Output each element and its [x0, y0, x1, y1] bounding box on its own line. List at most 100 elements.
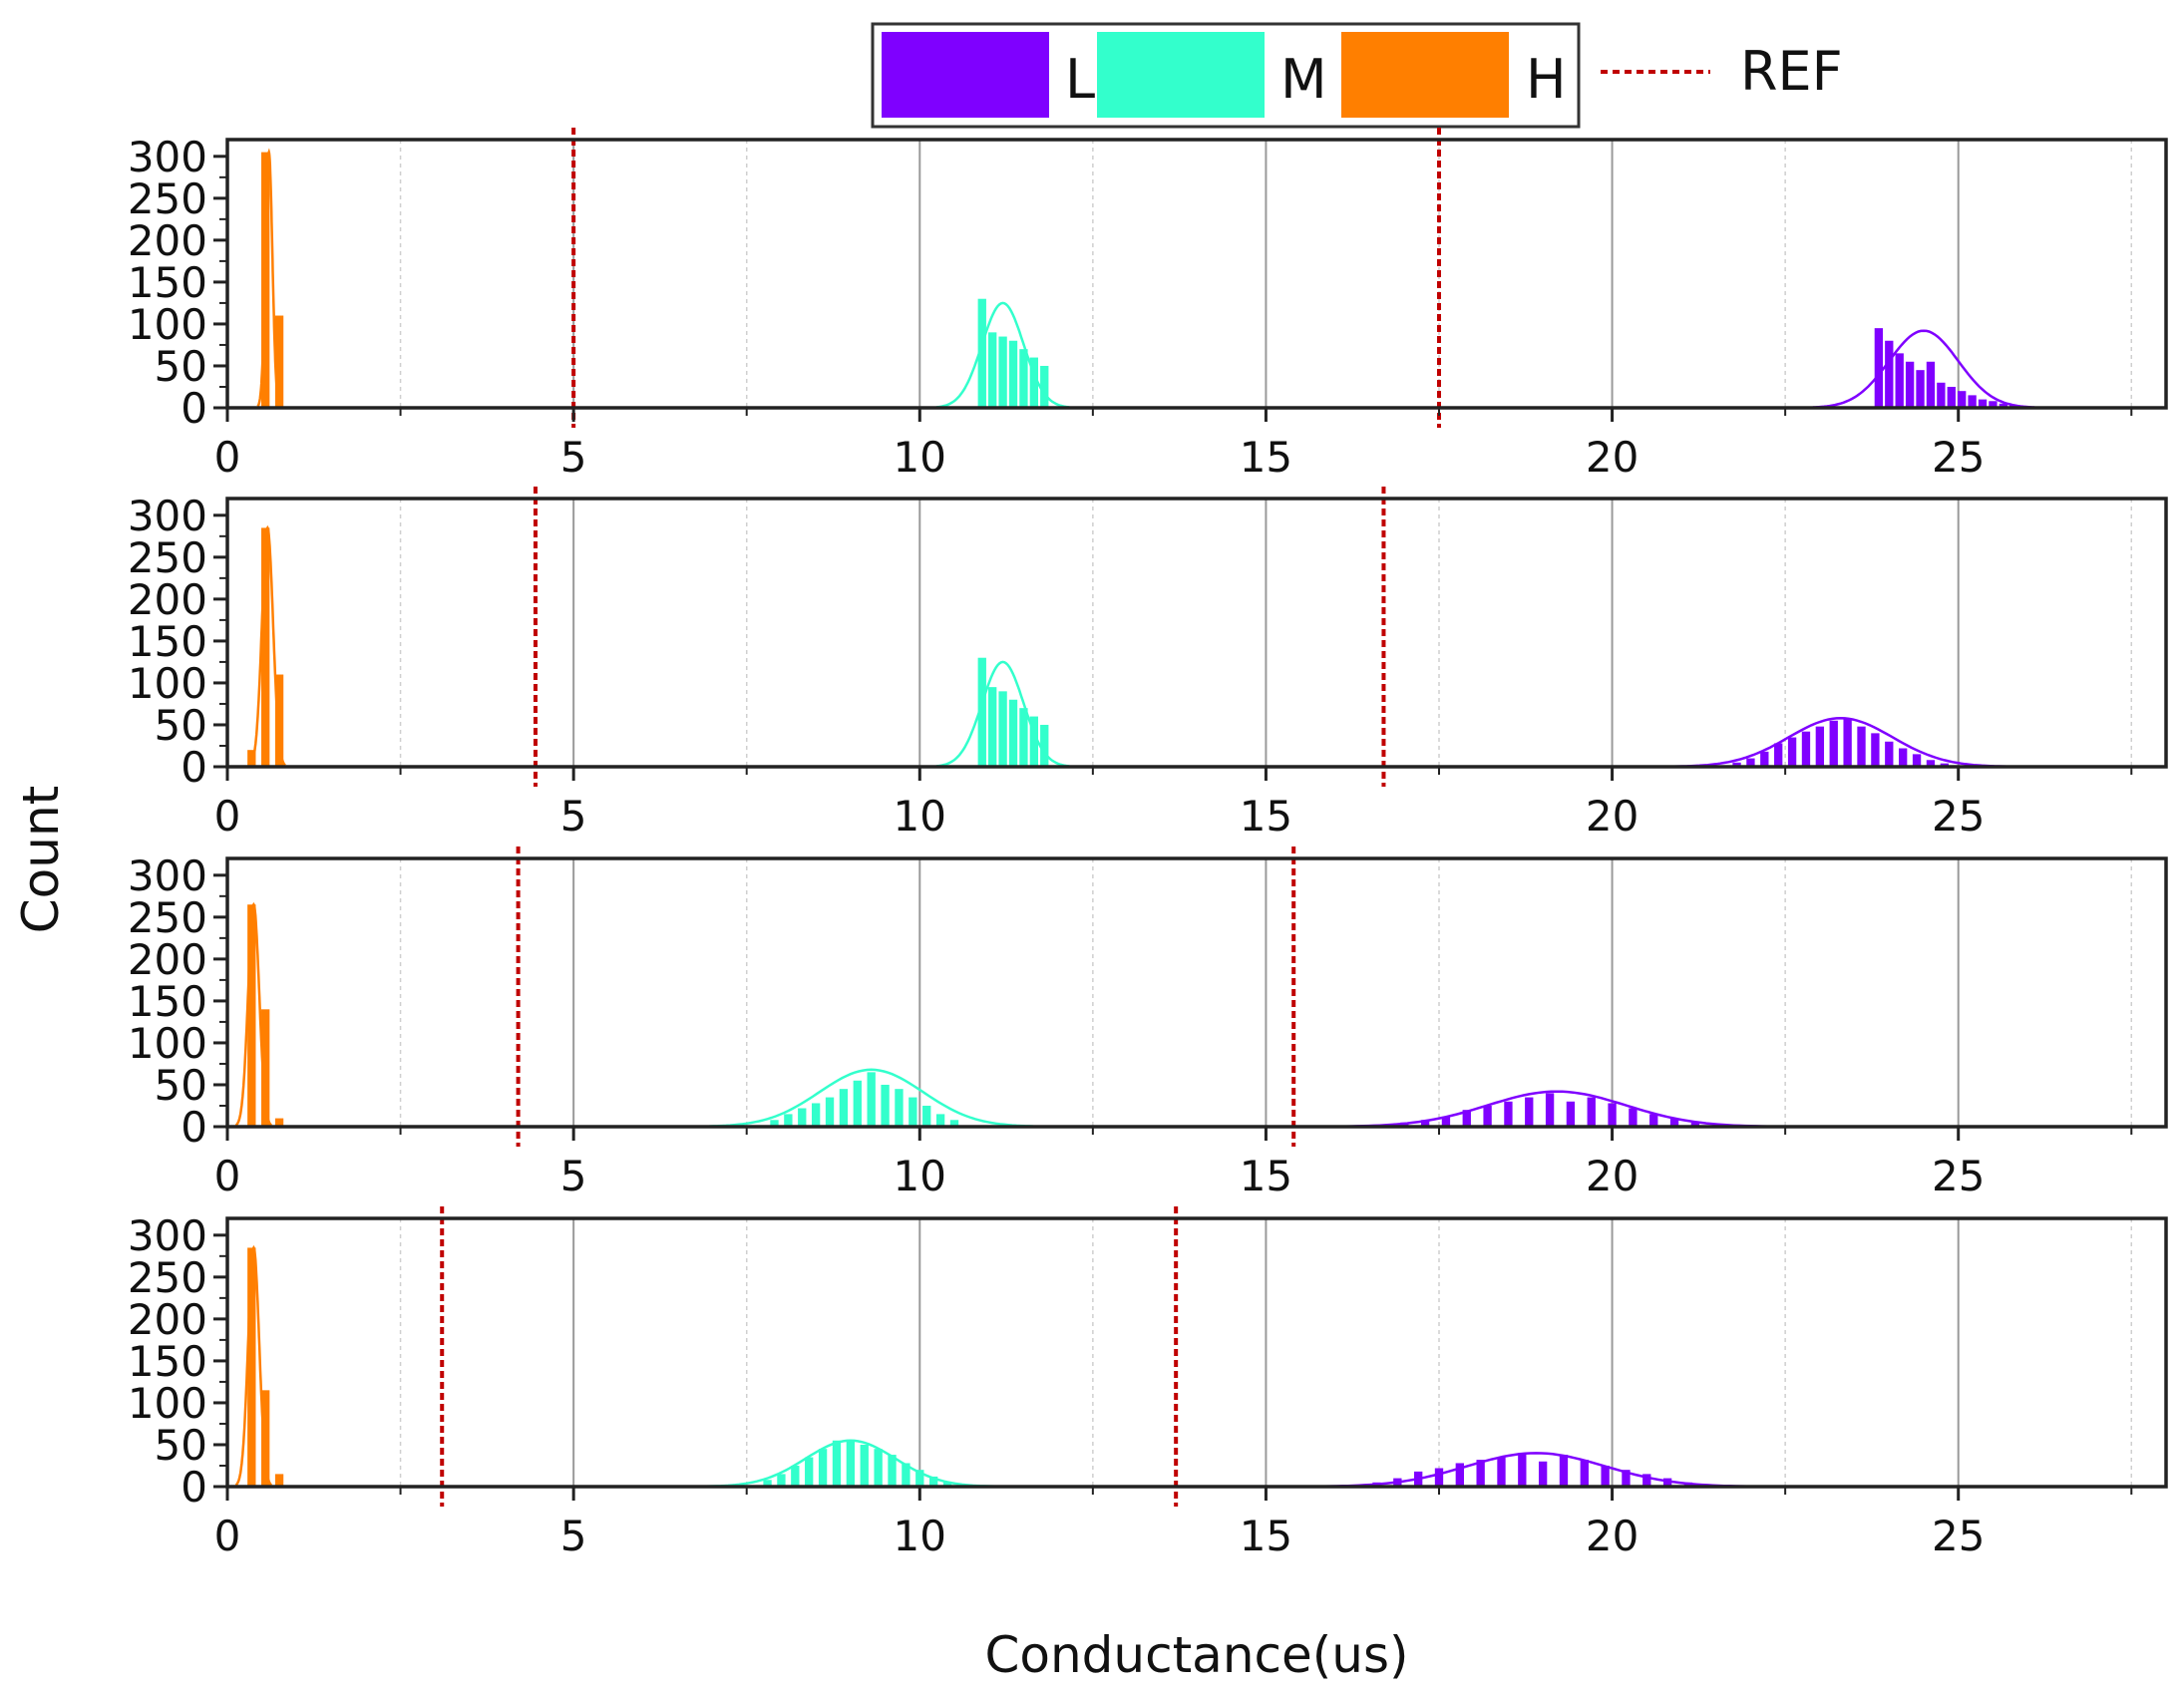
bar-l: [1420, 1120, 1430, 1127]
bar-l: [1525, 1097, 1534, 1127]
bar-m: [777, 1474, 786, 1487]
fit-curve-m: [935, 301, 1070, 409]
bar-m: [853, 1080, 862, 1127]
bar-l: [1899, 748, 1908, 767]
x-tick-label: 25: [1932, 433, 1985, 482]
legend-swatch-m: [1097, 32, 1265, 118]
bar-m: [895, 1089, 904, 1127]
x-tick-label: 0: [214, 1152, 241, 1200]
bar-l: [1989, 401, 1998, 408]
y-tick-label: 150: [128, 258, 207, 307]
legend-label-m: M: [1280, 48, 1327, 111]
x-tick-label: 10: [894, 792, 946, 841]
y-tick-label: 50: [155, 342, 207, 391]
x-tick-label: 25: [1932, 1152, 1985, 1200]
bar-m: [902, 1463, 910, 1487]
legend: L M H REF: [871, 22, 1843, 129]
bar-l: [1476, 1460, 1485, 1487]
x-axis-label: Conductance(us): [984, 1626, 1408, 1684]
bar-m: [874, 1449, 883, 1487]
fit-curve-h: [234, 901, 272, 1127]
bar-m: [949, 1120, 959, 1127]
y-tick-label: 100: [128, 1019, 207, 1068]
y-tick-label: 0: [181, 384, 207, 433]
bar-l: [1622, 1470, 1631, 1487]
bar-l: [1434, 1468, 1444, 1487]
bar-m: [832, 1440, 842, 1487]
fit-curve-m: [706, 1439, 995, 1488]
bar-l: [1462, 1110, 1471, 1127]
y-tick-label: 0: [181, 743, 207, 792]
y-tick-label: 50: [155, 701, 207, 750]
bar-h: [274, 674, 284, 767]
bar-m: [805, 1457, 814, 1487]
bar-l: [1587, 1097, 1596, 1127]
y-tick-label: 50: [155, 1061, 207, 1110]
bar-l: [1732, 762, 1741, 767]
bar-m: [818, 1449, 828, 1487]
fit-curve-h: [234, 1244, 272, 1487]
bar-l: [1690, 1122, 1700, 1127]
fit-curve-m: [935, 660, 1070, 768]
y-tick-label: 200: [128, 216, 207, 265]
y-tick-label: 250: [128, 1253, 207, 1302]
fit-curve-h: [256, 148, 281, 408]
y-axis-label: Count: [12, 786, 70, 934]
bar-l: [1815, 726, 1825, 767]
legend-ref-label: REF: [1740, 40, 1843, 103]
fit-curve-l: [1674, 716, 2007, 768]
plot-frame: [225, 1216, 2168, 1489]
y-tick-label: 300: [128, 133, 207, 181]
y-tick-label: 0: [181, 1463, 207, 1512]
bar-m: [867, 1072, 876, 1127]
plot-frame: [225, 138, 2168, 410]
bar-l: [1947, 386, 1956, 408]
fit-curve-l: [1313, 1452, 1758, 1489]
legend-swatch-h: [1341, 32, 1509, 118]
bar-l: [1559, 1455, 1569, 1487]
x-tick-label: 10: [894, 1512, 946, 1560]
bar-m: [839, 1089, 849, 1127]
legend-label-l: L: [1065, 48, 1095, 111]
fit-curve-l: [1812, 329, 2035, 409]
bar-l: [1926, 361, 1936, 408]
x-tick-label: 20: [1586, 1152, 1638, 1200]
bar-l: [1538, 1461, 1548, 1487]
bar-l: [1857, 726, 1866, 767]
plot-frame: [225, 856, 2168, 1129]
bar-l: [1669, 1118, 1679, 1127]
x-tick-label: 20: [1586, 792, 1638, 841]
y-tick-label: 150: [128, 1337, 207, 1386]
bar-m: [977, 298, 986, 408]
bar-l: [1926, 760, 1936, 767]
x-tick-label: 5: [560, 433, 587, 482]
bar-m: [784, 1114, 793, 1127]
x-tick-label: 10: [894, 1152, 946, 1200]
bar-m: [888, 1455, 897, 1487]
x-tick-label: 0: [214, 1512, 241, 1560]
y-tick-label: 250: [128, 533, 207, 582]
bar-l: [1545, 1093, 1555, 1127]
x-tick-label: 25: [1932, 792, 1985, 841]
y-tick-label: 200: [128, 1295, 207, 1344]
x-tick-label: 15: [1240, 792, 1292, 841]
bar-h: [247, 1247, 256, 1487]
bar-h: [274, 315, 284, 408]
bar-l: [1642, 1474, 1651, 1487]
bar-l: [1580, 1460, 1589, 1487]
bar-l: [1801, 731, 1811, 767]
bar-h: [274, 1118, 284, 1127]
y-tick-label: 50: [155, 1421, 207, 1470]
bar-h: [274, 1474, 284, 1487]
x-tick-label: 15: [1240, 1512, 1292, 1560]
bar-m: [915, 1470, 924, 1487]
bar-m: [935, 1114, 945, 1127]
bar-m: [998, 691, 1007, 767]
bar-m: [1029, 357, 1039, 408]
bar-l: [1885, 340, 1894, 408]
y-tick-label: 200: [128, 935, 207, 984]
